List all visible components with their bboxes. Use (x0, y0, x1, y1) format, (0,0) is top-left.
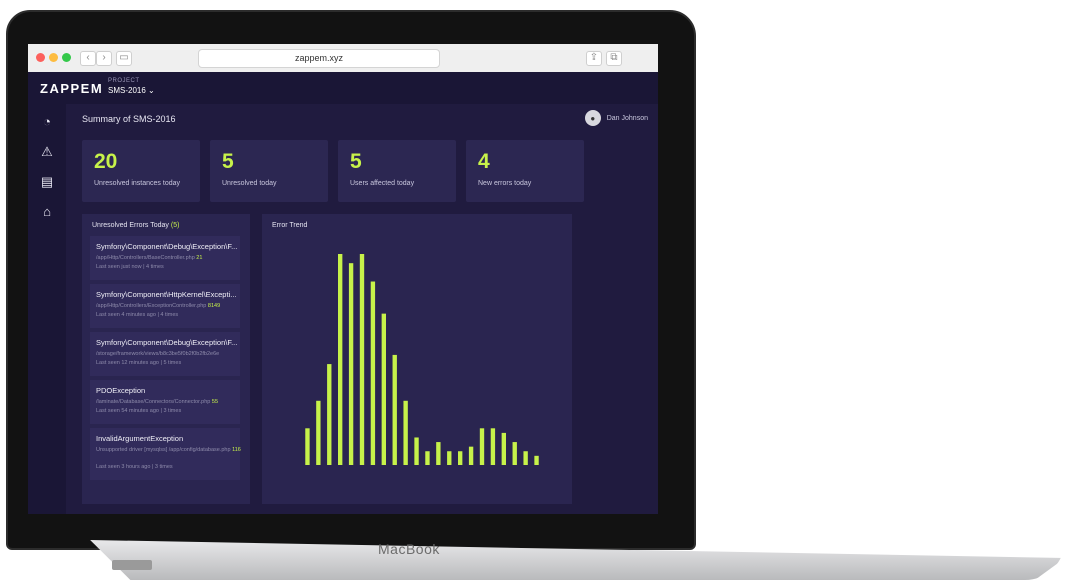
error-file: /storage/framework/views/b8c3be5f0b2f0b2… (96, 351, 220, 357)
error-path: /laminate/Database/Connectors/Connector.… (96, 399, 241, 405)
chart-bar[interactable] (490, 428, 496, 465)
error-path: Unsupported driver [mysqlss] /app/config… (96, 447, 241, 453)
app-header: ZAPPEM PROJECT SMS-2016 ⌄ (28, 72, 658, 104)
chart-bar[interactable] (425, 451, 430, 465)
error-list-item[interactable]: Symfony\Component\Debug\Exception\F... /… (90, 236, 240, 280)
stat-value: 20 (94, 150, 118, 173)
chart-bar[interactable] (468, 446, 474, 465)
error-file: /app/Http/Controllers/ExceptionControlle… (96, 303, 207, 309)
error-trend-panel: Error Trend (262, 214, 572, 504)
error-title[interactable]: PDOException (96, 386, 146, 395)
errors-count-badge: (5) (170, 222, 180, 229)
error-line: 21 (196, 255, 203, 261)
browser-toolbar: ‹ › ▭ zappem.xyz ⇪ ⧉ (28, 44, 658, 73)
error-line: 55 (211, 399, 219, 405)
chart-bar[interactable] (359, 254, 365, 465)
app-screen: ‹ › ▭ zappem.xyz ⇪ ⧉ ZAPPEM PROJECT SMS-… (28, 44, 658, 514)
error-list-item[interactable]: Symfony\Component\Debug\Exception\F... /… (90, 332, 240, 376)
error-last-seen: Last seen 4 minutes ago | 4 times (96, 312, 179, 318)
error-line: 11669 (232, 447, 241, 453)
error-list-item[interactable]: Symfony\Component\HttpKernel\Excepti... … (90, 284, 240, 328)
chart-bar[interactable] (447, 451, 452, 465)
chart-bar[interactable] (436, 442, 441, 465)
chart-bar[interactable] (392, 354, 397, 465)
sidebar: ◔ ⚠ ▤ ⌂ (28, 104, 66, 514)
errors-title: Unresolved Errors Today (92, 222, 169, 229)
address-bar[interactable]: zappem.xyz (198, 49, 440, 68)
chart-bar[interactable] (327, 364, 332, 465)
stat-label: Unresolved today (222, 180, 277, 187)
stat-card-new-errors[interactable]: 4 New errors today (466, 140, 584, 202)
chart-bar[interactable] (381, 313, 386, 465)
document-icon[interactable]: ▤ (40, 174, 54, 189)
unresolved-errors-panel: Unresolved Errors Today (5) Symfony\Comp… (82, 214, 250, 504)
error-last-seen: Last seen 54 minutes ago | 3 times (96, 408, 182, 414)
error-title[interactable]: Symfony\Component\Debug\Exception\F... (96, 338, 238, 347)
stat-value: 4 (478, 150, 490, 173)
stat-label: New errors today (478, 180, 532, 187)
chart-bar[interactable] (458, 451, 463, 465)
chart-bar[interactable] (348, 263, 354, 465)
chart-bar[interactable] (501, 432, 506, 465)
project-caption: PROJECT (108, 78, 140, 84)
error-trend-svg (305, 254, 539, 465)
stat-card-unresolved[interactable]: 5 Unresolved today (210, 140, 328, 202)
stat-card-users[interactable]: 5 Users affected today (338, 140, 456, 202)
stat-value: 5 (222, 150, 234, 173)
close-window-icon[interactable] (36, 53, 45, 62)
laptop-brand-label: MacBook (378, 541, 440, 557)
laptop-port (112, 560, 152, 570)
chart-bar[interactable] (305, 428, 310, 465)
chart-bar[interactable] (479, 428, 485, 465)
error-trend-chart (262, 240, 562, 475)
chart-bar[interactable] (523, 451, 528, 465)
app-logo[interactable]: ZAPPEM (40, 81, 104, 96)
stat-card-instances[interactable]: 20 Unresolved instances today (82, 140, 200, 202)
error-last-seen: Last seen just now | 4 times (96, 264, 164, 270)
panel-title: Error Trend (272, 222, 308, 229)
stat-value: 5 (350, 150, 362, 173)
chart-bar[interactable] (338, 254, 343, 465)
chart-bar[interactable] (403, 400, 408, 465)
avatar[interactable]: ● (584, 110, 601, 126)
chart-bar[interactable] (534, 455, 539, 465)
error-title[interactable]: Symfony\Component\HttpKernel\Excepti... (96, 290, 237, 299)
tabs-icon[interactable]: ⧉ (606, 51, 622, 66)
stat-label: Users affected today (350, 180, 415, 187)
error-title[interactable]: Symfony\Component\Debug\Exception\F... (96, 242, 238, 251)
user-menu[interactable]: ● Dan Johnson (584, 110, 648, 126)
back-button[interactable]: ‹ (80, 51, 96, 66)
maximize-window-icon[interactable] (62, 53, 71, 62)
error-file: Unsupported driver [mysqlss] /app/config… (96, 447, 231, 453)
error-list-item[interactable]: InvalidArgumentException Unsupported dri… (90, 428, 241, 480)
chart-bar[interactable] (414, 437, 419, 465)
dashboard-main: Summary of SMS-2016 ● Dan Johnson 20 Unr… (66, 104, 658, 514)
user-name[interactable]: Dan Johnson (606, 114, 648, 122)
forward-button[interactable]: › (96, 51, 112, 66)
error-path: /app/Http/Controllers/BaseController.php… (96, 255, 241, 261)
error-list-item[interactable]: PDOException /laminate/Database/Connecto… (90, 380, 240, 424)
share-icon[interactable]: ⇪ (586, 51, 602, 66)
error-last-seen: Last seen 12 minutes ago | 5 times (96, 360, 182, 366)
inbox-icon[interactable]: ⌂ (43, 204, 51, 219)
error-file: /laminate/Database/Connectors/Connector.… (96, 399, 211, 405)
error-file: /app/Http/Controllers/BaseController.php (96, 255, 195, 261)
error-line: 8149 (207, 303, 221, 309)
error-last-seen: Last seen 3 hours ago | 3 times (96, 464, 173, 470)
page-title: Summary of SMS-2016 (82, 114, 176, 124)
chart-bar[interactable] (370, 281, 376, 465)
error-title[interactable]: InvalidArgumentException (96, 434, 184, 443)
warning-icon[interactable]: ⚠ (41, 144, 53, 159)
chart-bar[interactable] (316, 400, 321, 465)
minimize-window-icon[interactable] (49, 53, 58, 62)
project-selector[interactable]: SMS-2016 ⌄ (108, 86, 155, 95)
sidebar-toggle-icon[interactable]: ▭ (116, 51, 132, 66)
error-path: /app/Http/Controllers/ExceptionControlle… (96, 303, 241, 309)
error-path: /storage/framework/views/b8c3be5f0b2f0b2… (96, 351, 241, 357)
chart-bar[interactable] (512, 442, 517, 465)
stat-label: Unresolved instances today (94, 180, 180, 187)
dashboard-icon[interactable]: ◔ (43, 114, 51, 129)
panel-title: Unresolved Errors Today (5) (92, 222, 179, 229)
